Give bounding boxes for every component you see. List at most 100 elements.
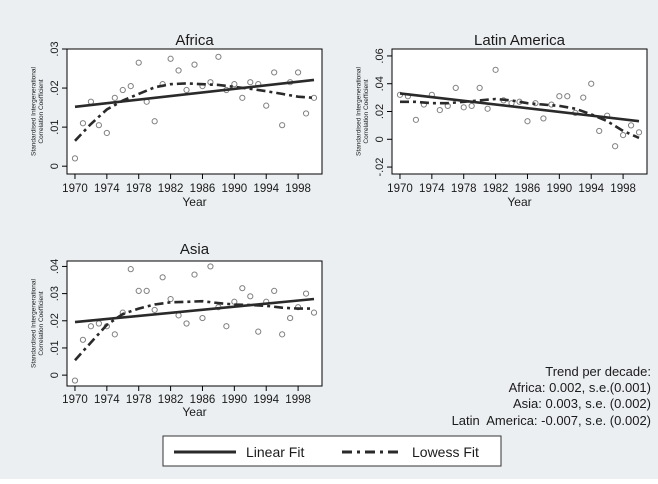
data-point — [239, 94, 246, 101]
data-point — [247, 79, 254, 86]
data-point — [191, 271, 198, 278]
panels: Africa 1970 1974 1978 1982 1986 1990 1994 1998 0.… — [30, 32, 648, 419]
y-tick-label: .02 — [374, 104, 386, 119]
data-point — [119, 86, 126, 94]
y-tick-label: .01 — [49, 119, 61, 134]
y-tick-label: 0 — [374, 136, 386, 142]
x-tick-label: 1970 — [387, 183, 413, 195]
data-point — [95, 122, 102, 129]
y-tick-label: .04 — [374, 76, 386, 91]
data-point — [492, 66, 499, 73]
trend-note-line: Asia: 0.003, s.e. (0.002) — [513, 396, 651, 411]
data-point — [231, 81, 238, 88]
data-point — [310, 309, 318, 316]
data-point — [436, 107, 443, 114]
legend-lowess-label: Lowess Fit — [412, 444, 479, 460]
data-point — [135, 59, 142, 66]
panel-latin-america: Latin America 1970 1974 1978 1982 1986 1990 199… — [355, 32, 648, 209]
data-point — [239, 285, 246, 292]
y-tick-label: -.02 — [374, 158, 386, 177]
data-point — [159, 274, 166, 281]
legend-linear-label: Linear Fit — [246, 444, 304, 460]
data-point — [223, 323, 230, 330]
x-tick-label: 1994 — [253, 183, 279, 195]
y-tick-label: .06 — [374, 48, 386, 63]
panel-title: Asia — [180, 241, 210, 258]
linear-fit-line — [74, 297, 315, 324]
y-axis-title: Standardised IntergenerationalCorrelatio… — [30, 67, 44, 156]
y-tick-label: .01 — [49, 340, 61, 355]
x-axis-title: Year — [182, 195, 206, 209]
data-point — [79, 336, 87, 343]
trend-note: Trend per decade: Africa: 0.002, s.e.(0.… — [452, 364, 651, 428]
x-axis-title: Year — [507, 195, 531, 209]
data-point — [279, 122, 286, 129]
panel-africa: Africa 1970 1974 1978 1982 1986 1990 1994 1998 0.… — [30, 32, 323, 209]
y-tick-label: .02 — [49, 80, 61, 95]
y-tick-label: 0 — [49, 163, 61, 169]
x-tick-label: 1994 — [253, 394, 279, 406]
data-point — [564, 93, 571, 100]
data-point — [580, 94, 587, 101]
y-axis-title-line: Correlation Coefficient — [363, 79, 370, 143]
x-tick-label: 1978 — [126, 183, 152, 195]
data-point — [175, 67, 182, 74]
lowess-fit-line — [74, 82, 315, 142]
data-point — [302, 110, 310, 117]
x-tick-label: 1974 — [94, 394, 120, 406]
x-tick-label: 1990 — [547, 183, 573, 195]
data-point — [540, 115, 547, 122]
data-point — [279, 331, 286, 338]
x-tick-label: 1974 — [419, 183, 445, 195]
data-point — [71, 155, 79, 162]
data-point — [556, 93, 563, 100]
data-point — [111, 331, 118, 338]
data-point — [255, 328, 262, 335]
y-axis-title-line: Standardised Intergenerational — [30, 279, 37, 368]
trend-note-line: Latin America: -0.007, s.e. (0.002) — [452, 413, 651, 428]
plot-area — [391, 48, 648, 175]
data-point — [111, 94, 118, 101]
trend-note-line: Africa: 0.002, s.e.(0.001) — [509, 380, 651, 395]
x-tick-label: 1982 — [158, 394, 184, 406]
x-tick-label: 1982 — [483, 183, 509, 195]
x-tick-label: 1998 — [285, 394, 311, 406]
data-point — [452, 84, 459, 91]
data-point — [468, 102, 475, 110]
data-point — [167, 55, 174, 62]
legend: Linear Fit Lowess Fit — [162, 435, 502, 467]
y-axis-title-line: Standardised Intergenerational — [355, 67, 362, 156]
x-tick-label: 1970 — [62, 394, 88, 406]
panel-title: Africa — [175, 32, 214, 49]
data-point — [215, 53, 222, 60]
data-point — [619, 132, 627, 139]
y-axis-title-line: Correlation Coefficient — [38, 79, 45, 143]
y-axis-title: Standardised IntergenerationalCorrelatio… — [30, 279, 44, 368]
data-point — [167, 295, 174, 303]
data-point — [191, 61, 198, 68]
x-tick-label: 1998 — [285, 183, 311, 195]
data-point — [143, 287, 150, 294]
y-axis-title-line: Correlation Coefficient — [38, 291, 45, 355]
y-tick-label: .02 — [49, 313, 61, 328]
x-tick-label: 1978 — [126, 394, 152, 406]
data-point — [87, 323, 95, 330]
data-point — [183, 86, 190, 94]
data-point — [287, 314, 294, 322]
data-point — [635, 129, 643, 136]
panel-title: Latin America — [474, 32, 566, 49]
data-point — [627, 122, 635, 129]
data-point — [302, 290, 310, 297]
plot-area — [66, 48, 323, 175]
data-point — [612, 143, 619, 150]
data-point — [476, 84, 483, 91]
data-point — [484, 105, 491, 112]
data-point — [294, 69, 302, 76]
data-point — [103, 129, 110, 137]
x-tick-label: 1994 — [578, 183, 604, 195]
x-tick-label: 1982 — [158, 183, 184, 195]
data-point — [247, 293, 254, 300]
data-point — [271, 69, 278, 76]
